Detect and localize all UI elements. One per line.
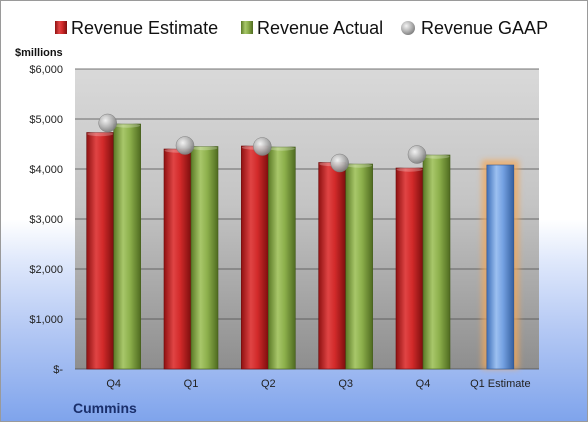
- bar-revenue-actual: [113, 123, 141, 370]
- y-tick-label: $-: [53, 364, 63, 376]
- bar-top-highlight: [268, 146, 295, 151]
- gaap-marker: [98, 113, 117, 133]
- x-axis-ticks: Q4 Q1 Q2 Q3 Q4 Q1 Estimate: [106, 378, 530, 390]
- bar-top-highlight: [114, 123, 141, 128]
- y-axis-title: $millions: [15, 47, 63, 59]
- y-tick-label: $2,000: [29, 264, 63, 276]
- bar-top-highlight: [191, 145, 218, 151]
- bar-top-highlight: [423, 154, 450, 159]
- legend-swatch-revenue-estimate: [55, 21, 67, 34]
- gaap-marker: [175, 136, 195, 155]
- bar-top-highlight: [346, 163, 373, 168]
- x-tick-label: Q1 Estimate: [470, 378, 531, 390]
- y-axis-ticks: $- $1,000 $2,000 $3,000 $4,000 $5,000 $6,000: [29, 64, 63, 376]
- y-tick-label: $5,000: [29, 114, 63, 126]
- y-tick-label: $6,000: [29, 64, 63, 76]
- bar-revenue-estimate: [395, 167, 424, 370]
- y-tick-label: $3,000: [29, 214, 63, 226]
- bar-revenue-estimate: [163, 148, 192, 370]
- gaap-markers: [98, 113, 427, 173]
- y-tick-label: $4,000: [29, 164, 63, 176]
- gaap-marker: [407, 145, 427, 164]
- bar-revenue-actual: [268, 146, 296, 370]
- legend-label-revenue-gaap: Revenue GAAP: [421, 18, 548, 38]
- gaap-marker: [253, 137, 272, 156]
- y-tick-label: $1,000: [29, 314, 63, 326]
- legend: Revenue Estimate Revenue Actual Revenue …: [55, 18, 548, 38]
- bar-revenue-estimate: [86, 132, 114, 370]
- legend-label-revenue-estimate: Revenue Estimate: [71, 18, 218, 38]
- bars: [86, 123, 519, 370]
- bar-revenue-actual: [422, 154, 451, 370]
- x-tick-label: Q4: [416, 378, 431, 390]
- x-tick-label: Q2: [261, 378, 276, 390]
- bar-top-highlight: [396, 167, 423, 172]
- bar-revenue-actual: [345, 163, 373, 370]
- x-tick-label: Q3: [338, 378, 353, 390]
- x-tick-label: Q4: [106, 378, 121, 390]
- gridlines: [75, 68, 539, 370]
- bar-revenue-estimate: [241, 145, 269, 370]
- bar-revenue-actual: [190, 146, 219, 370]
- legend-swatch-revenue-actual: [241, 21, 253, 34]
- legend-swatch-revenue-gaap: [401, 21, 415, 35]
- gaap-marker: [330, 153, 349, 173]
- legend-label-revenue-actual: Revenue Actual: [257, 18, 383, 38]
- bar-top-highlight: [87, 131, 114, 137]
- bar-q1-estimate-projection: [486, 164, 515, 370]
- x-tick-label: Q1: [184, 378, 199, 390]
- bar-revenue-estimate: [318, 162, 346, 370]
- company-name: Cummins: [73, 400, 137, 416]
